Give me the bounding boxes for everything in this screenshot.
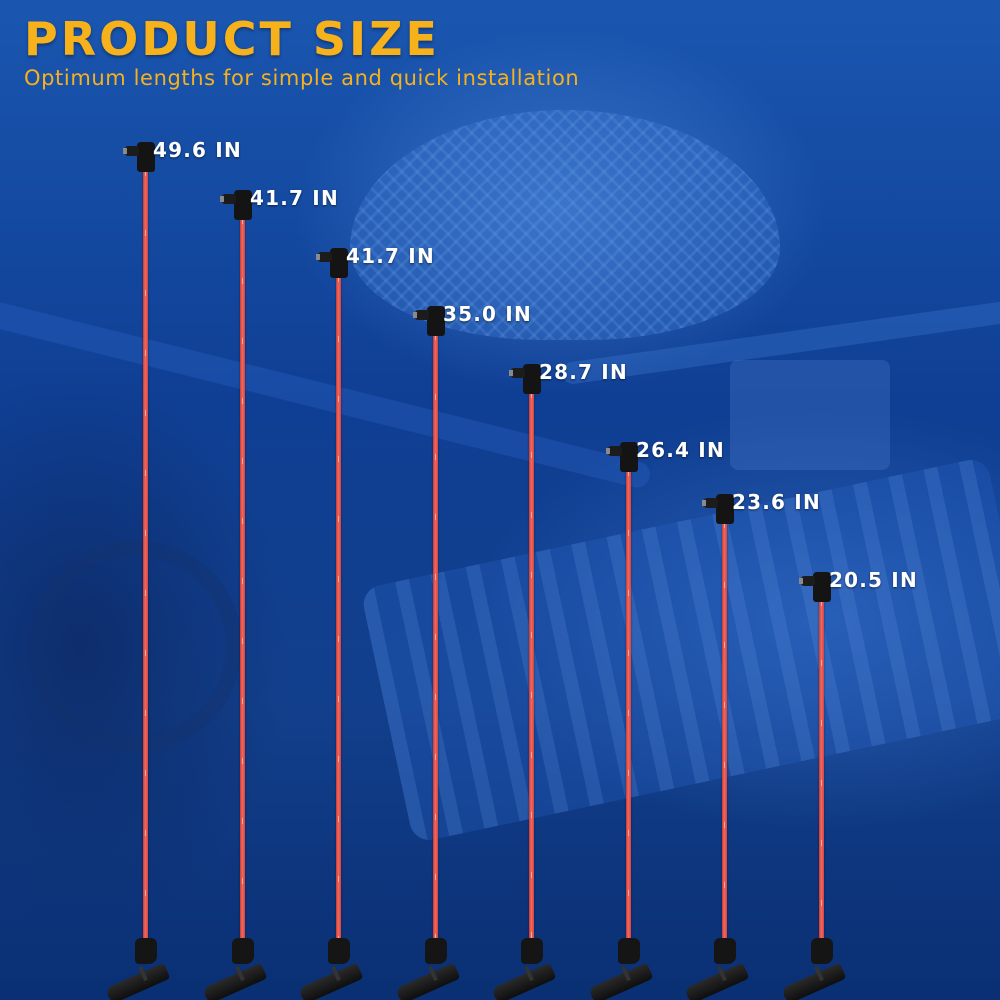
cable-length-label: 26.4 IN — [636, 438, 725, 462]
ignition-cable: 23.6 IN — [684, 0, 820, 1000]
coil-boot-icon — [220, 186, 252, 220]
coil-boot-icon — [702, 490, 734, 524]
page-title: PRODUCT SIZE — [24, 12, 440, 66]
cable-length-label: 20.5 IN — [829, 568, 918, 592]
cable-length-label: 49.6 IN — [153, 138, 242, 162]
ignition-cable: 20.5 IN — [781, 0, 917, 1000]
ignition-cable: 49.6 IN — [105, 0, 241, 1000]
cable-length-label: 41.7 IN — [250, 186, 339, 210]
spark-plug-boot-icon — [491, 936, 587, 1000]
cable-length-label: 23.6 IN — [732, 490, 821, 514]
cable-length-label: 41.7 IN — [346, 244, 435, 268]
spark-plug-boot-icon — [202, 936, 298, 1000]
page-subtitle: Optimum lengths for simple and quick ins… — [24, 66, 580, 90]
spark-plug-boot-icon — [298, 936, 394, 1000]
coil-boot-icon — [316, 244, 348, 278]
cable-wire — [529, 392, 534, 945]
ignition-cable: 41.7 IN — [298, 0, 434, 1000]
ignition-cable: 35.0 IN — [395, 0, 531, 1000]
spark-plug-boot-icon — [395, 936, 491, 1000]
spark-plug-boot-icon — [105, 936, 201, 1000]
coil-boot-icon — [123, 138, 155, 172]
ignition-cable: 41.7 IN — [202, 0, 338, 1000]
spark-plug-boot-icon — [684, 936, 780, 1000]
cable-length-label: 28.7 IN — [539, 360, 628, 384]
spark-plug-boot-icon — [781, 936, 877, 1000]
cable-wire — [819, 600, 824, 945]
coil-boot-icon — [799, 568, 831, 602]
cable-wire — [433, 334, 438, 945]
cable-wire — [722, 522, 727, 945]
coil-boot-icon — [606, 438, 638, 472]
ignition-cable: 28.7 IN — [491, 0, 627, 1000]
cable-wire — [240, 218, 245, 945]
coil-boot-icon — [413, 302, 445, 336]
cable-wire — [336, 276, 341, 945]
ignition-cable: 26.4 IN — [588, 0, 724, 1000]
cable-wire — [626, 470, 631, 945]
cable-length-label: 35.0 IN — [443, 302, 532, 326]
spark-plug-boot-icon — [588, 936, 684, 1000]
cable-wire — [143, 170, 148, 945]
coil-boot-icon — [509, 360, 541, 394]
